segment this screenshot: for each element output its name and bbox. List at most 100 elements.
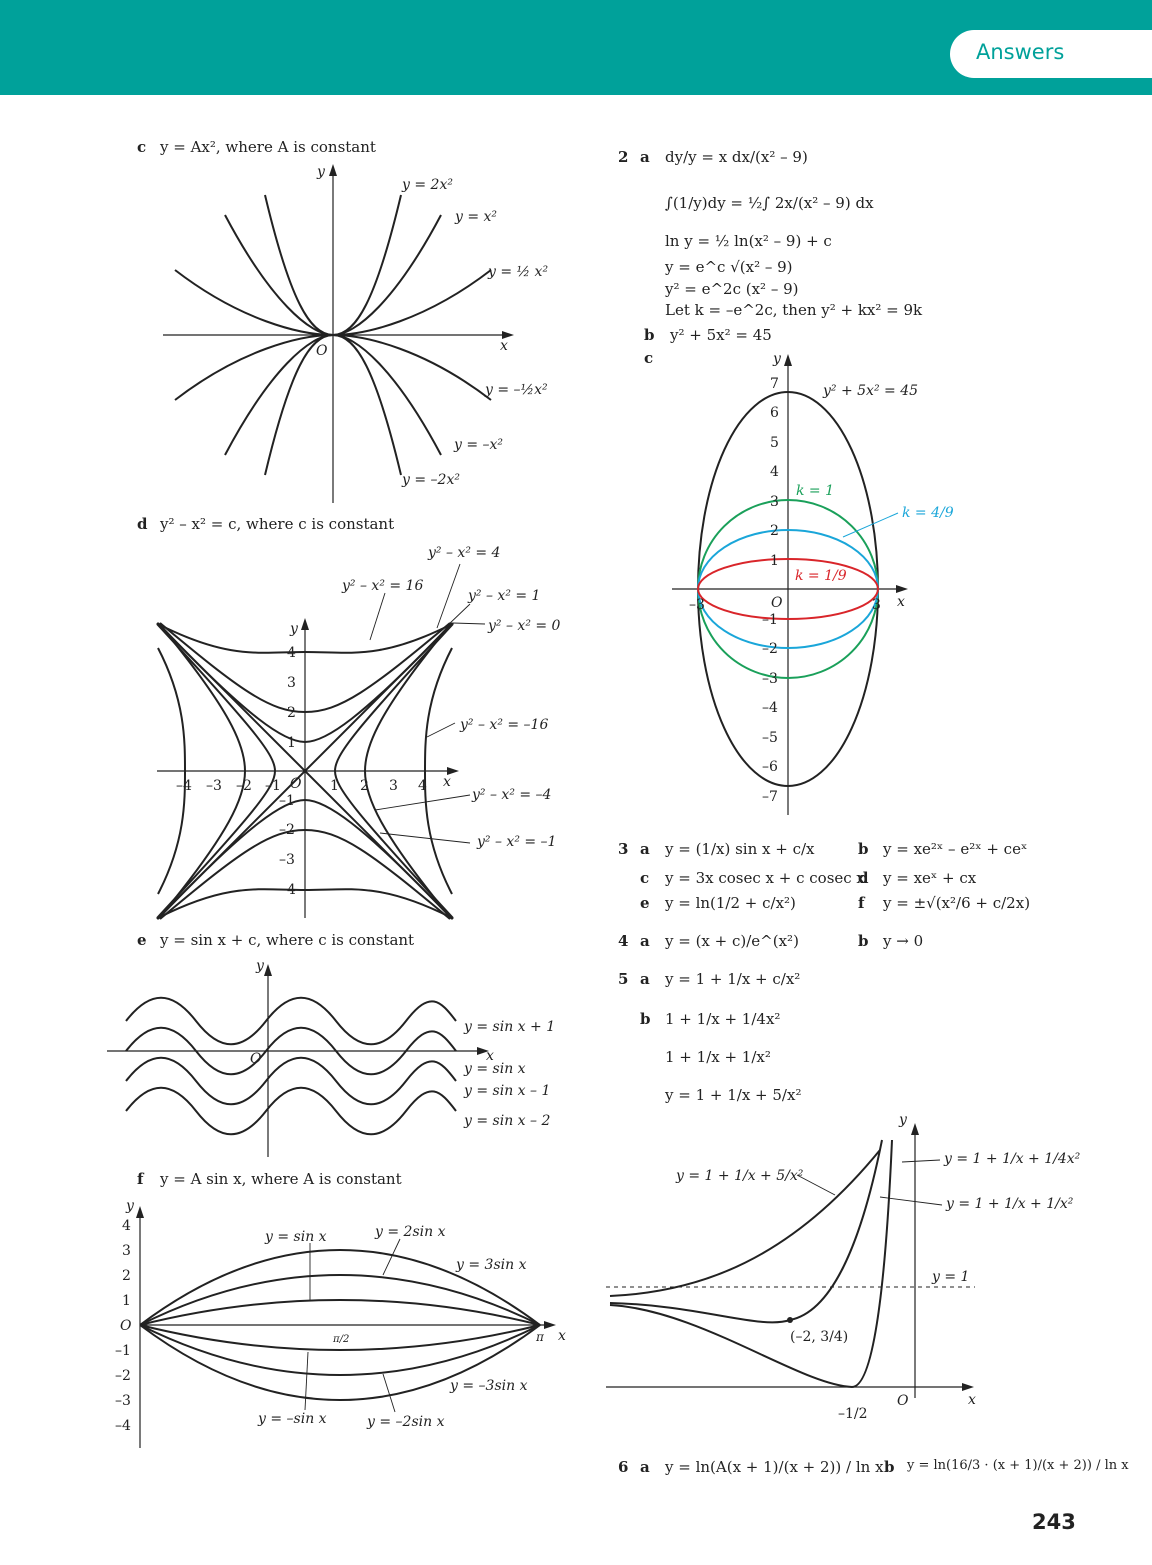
- xtick: 3: [872, 597, 881, 613]
- label-hyp-neg16: y² – x² = –16: [459, 717, 548, 733]
- pi-tick: π: [535, 1330, 545, 1344]
- q3c-text: y = 3x cosec x + c cosec x: [665, 869, 865, 887]
- label-k49: k = 4/9: [902, 505, 954, 521]
- xtick: –3: [206, 778, 222, 794]
- curve-neg-2sin: [139, 1324, 541, 1376]
- origin-label: O: [290, 776, 302, 792]
- q2b-text: y² + 5x² = 45: [670, 326, 772, 344]
- label-y1: y = 1: [931, 1269, 969, 1285]
- answers-tab-label: Answers: [976, 40, 1065, 64]
- q3a-label: a: [640, 840, 650, 858]
- q2-line-2: ∫(1/y)dy = ½∫ 2x/(x² – 9) dx: [665, 194, 874, 212]
- curve-2sin: [139, 1274, 541, 1326]
- q2-number: 2: [618, 148, 629, 166]
- q4-number: 4: [618, 932, 629, 950]
- q2-line-3: ln y = ½ ln(x² – 9) + c: [665, 232, 832, 250]
- label-neg-2x2: y = –2x²: [401, 472, 460, 488]
- xtick: –1: [265, 778, 281, 794]
- q6b-label: b: [884, 1458, 895, 1476]
- axis-x-label: x: [968, 1392, 976, 1408]
- ytick: –4: [762, 700, 778, 716]
- q1d-text: y² – x² = c, where c is constant: [160, 515, 395, 533]
- sin-minus-1: [125, 1056, 457, 1106]
- origin-label: O: [897, 1393, 909, 1409]
- axis-x-label: x: [486, 1048, 494, 1064]
- q3a-text: y = (1/x) sin x + c/x: [665, 840, 815, 858]
- label-neg-x2: y = –x²: [453, 437, 503, 453]
- q4b-label: b: [858, 932, 869, 950]
- q5-number: 5: [618, 970, 629, 988]
- ytick: 1: [770, 553, 779, 569]
- axis-x-label: x: [443, 774, 451, 790]
- ytick: –3: [762, 671, 778, 687]
- ytick: 5: [770, 435, 779, 451]
- ytick: –6: [762, 759, 778, 775]
- q3f-label: f: [858, 894, 865, 912]
- q2c-label: c: [644, 349, 654, 367]
- q3-number: 3: [618, 840, 629, 858]
- q1d-label: d: [137, 515, 148, 533]
- ytick: –2: [279, 822, 295, 838]
- ytick: –7: [762, 789, 778, 805]
- axis-x-label: x: [558, 1328, 566, 1344]
- label-neg-2sin: y = –2sin x: [366, 1414, 445, 1430]
- origin-label: O: [250, 1051, 262, 1067]
- ytick: 3: [770, 494, 779, 510]
- label-ellipse: y² + 5x² = 45: [822, 383, 918, 399]
- ytick: 4: [770, 464, 779, 480]
- q1e-text: y = sin x + c, where c is constant: [160, 931, 415, 949]
- ytick: –2: [762, 641, 778, 657]
- ytick: 1: [122, 1293, 131, 1309]
- xtick-neg-half: –1/2: [838, 1406, 868, 1422]
- axis-y-label: y: [772, 351, 782, 367]
- graph-1d: –4 –3 –2 –1 1 2 3 4 4 3 2 1 –1 –2 –3 4 y…: [156, 545, 561, 920]
- label-quarter: y = 1 + 1/x + 1/4x²: [943, 1151, 1081, 1167]
- label-hyp-1: y² – x² = 1: [467, 588, 540, 604]
- q2-line-6: Let k = –e^2c, then y² + kx² = 9k: [665, 301, 923, 319]
- q2b-label: b: [644, 326, 655, 344]
- label-k1: k = 1: [796, 483, 834, 499]
- q6-number: 6: [618, 1458, 629, 1476]
- curve-quarter: [609, 1149, 881, 1297]
- curve-neg-sin: [139, 1324, 541, 1351]
- axis-x-label: x: [500, 338, 508, 354]
- label-hyp-16: y² – x² = 16: [341, 578, 423, 594]
- q2-line-4: y = e^c √(x² – 9): [665, 258, 793, 276]
- graph-2c: 7 6 5 4 3 2 1 –1 –2 –3 –4 –5 –6 –7 –3 3 …: [672, 351, 954, 815]
- label-half-x2: y = ½ x²: [487, 264, 548, 280]
- ytick: –1: [279, 793, 295, 809]
- curve-neg-3sin: [139, 1324, 541, 1401]
- q1c-text: y = Ax², where A is constant: [160, 138, 376, 156]
- xtick: 1: [330, 778, 339, 794]
- axis-y-label: y: [255, 958, 265, 974]
- q2a-label: a: [640, 148, 650, 166]
- label-one: y = 1 + 1/x + 1/x²: [945, 1196, 1074, 1212]
- q3e-text: y = ln(1/2 + c/x²): [665, 894, 796, 912]
- ytick: 4: [287, 645, 296, 661]
- curve-sin: [139, 1299, 541, 1326]
- label-2sin: y = 2sin x: [374, 1224, 446, 1240]
- curve-3sin: [139, 1249, 541, 1326]
- q4b-text: y → 0: [883, 932, 924, 950]
- page-number: 243: [1032, 1510, 1076, 1534]
- xtick: 4: [418, 778, 427, 794]
- xtick: –4: [176, 778, 192, 794]
- q5b-line-3: y = 1 + 1/x + 5/x²: [665, 1086, 802, 1104]
- q4a-label: a: [640, 932, 650, 950]
- ytick: 4: [287, 882, 296, 898]
- label-hyp-0: y² – x² = 0: [487, 618, 561, 634]
- label-sin: y = sin x: [264, 1229, 327, 1245]
- axis-y-label: y: [289, 621, 299, 637]
- ytick: –1: [115, 1343, 131, 1359]
- xtick: 2: [360, 778, 369, 794]
- origin-label: O: [316, 343, 328, 359]
- ytick: –2: [115, 1368, 131, 1384]
- axis-x-label: x: [897, 594, 905, 610]
- ytick: –3: [279, 852, 295, 868]
- ytick: –5: [762, 730, 778, 746]
- ytick: 1: [287, 735, 296, 751]
- label-x2: y = x²: [454, 209, 497, 225]
- ytick: 6: [770, 405, 779, 421]
- label-hyp-neg4: y² – x² = –4: [471, 787, 551, 803]
- origin-label: O: [120, 1318, 132, 1334]
